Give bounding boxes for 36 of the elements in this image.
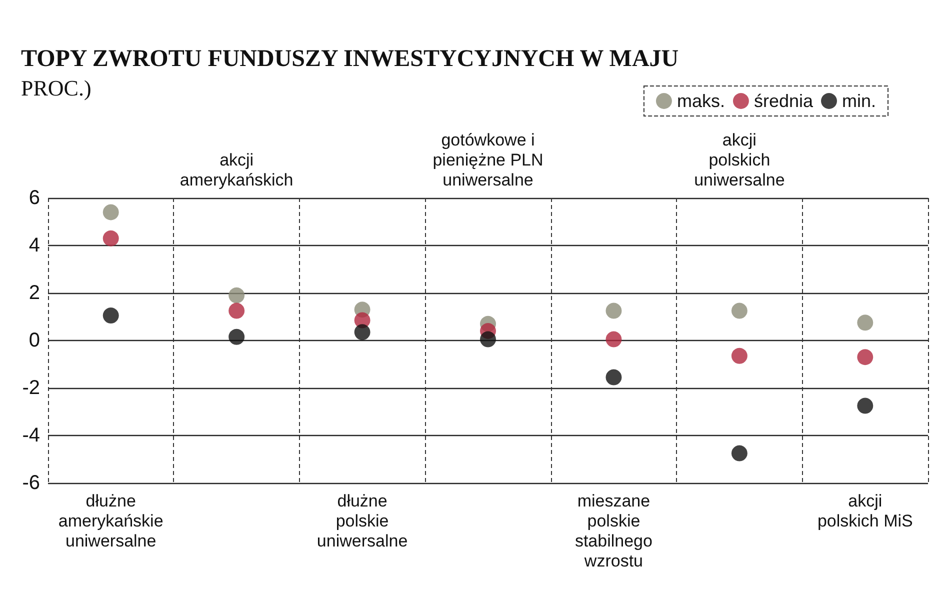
point xyxy=(731,302,748,319)
point xyxy=(606,302,622,319)
point xyxy=(102,230,119,246)
y-tick-label: -6 xyxy=(22,472,40,494)
y-tick-label: 4 xyxy=(28,234,40,256)
y-tick-label: 2 xyxy=(28,282,40,304)
x-tick-label: dłużne polskie uniwersalne xyxy=(316,492,408,550)
chart-title: TOPY ZWROTU FUNDUSZY INWESTYCYJNYCH W MAJU xyxy=(21,46,679,72)
chart-subtitle: PROC.) xyxy=(21,76,92,100)
point xyxy=(857,398,874,414)
y-tick-label: 6 xyxy=(28,187,40,209)
legend-label: średnia xyxy=(754,91,814,111)
point xyxy=(228,328,245,345)
point xyxy=(228,287,245,304)
point xyxy=(731,348,748,364)
point xyxy=(857,349,874,366)
x-tick-label: gotówkowe i pieniężne PLN uniwersalne xyxy=(432,130,544,190)
point xyxy=(606,331,622,348)
point xyxy=(354,324,370,340)
x-tick-label: akcji amerykańskich xyxy=(180,150,294,190)
point xyxy=(102,204,119,220)
point xyxy=(102,308,119,324)
x-tick-label: dłużne amerykańskie uniwersalne xyxy=(58,492,164,550)
point xyxy=(731,445,748,462)
legend-label: min. xyxy=(842,91,876,111)
x-tick-label: akcji polskich MiS xyxy=(817,492,913,530)
point xyxy=(606,369,622,386)
x-tick-label: akcji polskich uniwersalne xyxy=(694,130,785,190)
y-tick-label: 0 xyxy=(28,330,40,352)
point xyxy=(480,331,496,348)
x-tick-label: mieszane polskie stabilnego wzrostu xyxy=(574,492,652,570)
point xyxy=(857,314,874,331)
legend-label: maks. xyxy=(676,91,725,111)
y-tick-label: -2 xyxy=(22,377,40,399)
y-tick-label: -4 xyxy=(22,424,40,446)
point xyxy=(228,302,245,319)
